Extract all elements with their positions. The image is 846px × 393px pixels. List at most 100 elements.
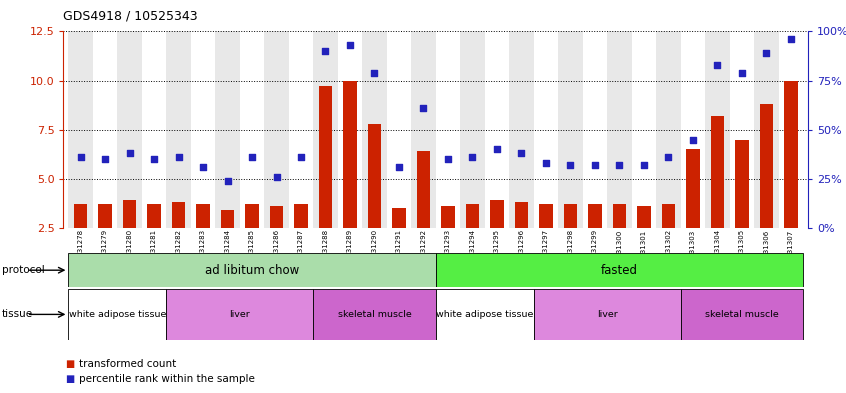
Text: skeletal muscle: skeletal muscle (338, 310, 411, 319)
Bar (93, 31, 118, 228)
Point (221, 178, 234, 184)
Bar (69, 289, 167, 340)
Bar (514, 202, 528, 228)
Point (588, 162, 602, 168)
Point (98, 156, 112, 162)
Bar (563, 204, 577, 228)
Bar (215, 31, 239, 228)
Bar (613, 204, 626, 228)
Bar (338, 31, 362, 228)
Point (662, 154, 675, 160)
Point (490, 146, 503, 152)
Bar (172, 202, 185, 228)
Bar (436, 31, 460, 228)
Bar (98, 204, 112, 228)
Point (368, 70, 382, 76)
Bar (294, 204, 308, 228)
Point (343, 42, 357, 48)
Bar (778, 31, 803, 228)
Bar (705, 31, 729, 228)
Bar (711, 116, 724, 228)
Text: transformed count: transformed count (79, 358, 176, 369)
Bar (417, 151, 430, 228)
Bar (558, 31, 583, 228)
Point (441, 156, 454, 162)
Bar (69, 253, 436, 287)
Bar (583, 31, 607, 228)
Bar (147, 204, 161, 228)
Text: tissue: tissue (2, 309, 33, 320)
Point (539, 160, 552, 166)
Bar (123, 200, 136, 228)
Text: liver: liver (596, 310, 618, 319)
Bar (436, 289, 534, 340)
Bar (632, 31, 656, 228)
Point (245, 154, 259, 160)
Bar (509, 31, 534, 228)
Bar (539, 204, 552, 228)
Point (686, 136, 700, 143)
Text: ad libitum chow: ad libitum chow (205, 264, 299, 277)
Bar (69, 31, 93, 228)
Point (465, 154, 479, 160)
Text: white adipose tissue: white adipose tissue (436, 310, 533, 319)
Bar (485, 31, 509, 228)
Bar (387, 31, 411, 228)
Bar (588, 204, 602, 228)
Text: protocol: protocol (2, 265, 45, 275)
Bar (362, 31, 387, 228)
Bar (680, 289, 803, 340)
Point (270, 174, 283, 180)
Bar (167, 289, 313, 340)
Point (123, 150, 136, 156)
Point (147, 156, 161, 162)
Point (563, 162, 577, 168)
Text: liver: liver (229, 310, 250, 319)
Point (172, 154, 185, 160)
Bar (221, 210, 234, 228)
Point (196, 164, 210, 170)
Text: percentile rank within the sample: percentile rank within the sample (79, 374, 255, 384)
Point (613, 162, 626, 168)
Point (711, 62, 724, 68)
Bar (343, 81, 357, 228)
Text: ■: ■ (65, 374, 74, 384)
Point (514, 150, 528, 156)
Bar (637, 206, 651, 228)
Bar (142, 31, 167, 228)
Bar (534, 31, 558, 228)
Bar (735, 140, 749, 228)
Bar (460, 31, 485, 228)
Text: ■: ■ (65, 358, 74, 369)
Bar (760, 104, 773, 228)
Bar (118, 31, 142, 228)
Point (760, 50, 773, 56)
Bar (662, 204, 675, 228)
Bar (442, 206, 454, 228)
Bar (436, 253, 803, 287)
Bar (411, 31, 436, 228)
Bar (167, 31, 191, 228)
Bar (686, 149, 700, 228)
Text: fasted: fasted (601, 264, 638, 277)
Text: GDS4918 / 10525343: GDS4918 / 10525343 (63, 10, 198, 23)
Bar (656, 31, 680, 228)
Point (319, 48, 332, 54)
Bar (393, 208, 406, 228)
Bar (239, 31, 264, 228)
Bar (313, 31, 338, 228)
Bar (784, 81, 798, 228)
Bar (264, 31, 288, 228)
Bar (729, 31, 754, 228)
Bar (288, 31, 313, 228)
Bar (270, 206, 283, 228)
Bar (196, 204, 210, 228)
Bar (534, 289, 680, 340)
Point (637, 162, 651, 168)
Bar (313, 289, 436, 340)
Point (393, 164, 406, 170)
Point (735, 70, 749, 76)
Text: white adipose tissue: white adipose tissue (69, 310, 166, 319)
Bar (490, 200, 503, 228)
Bar (368, 124, 382, 228)
